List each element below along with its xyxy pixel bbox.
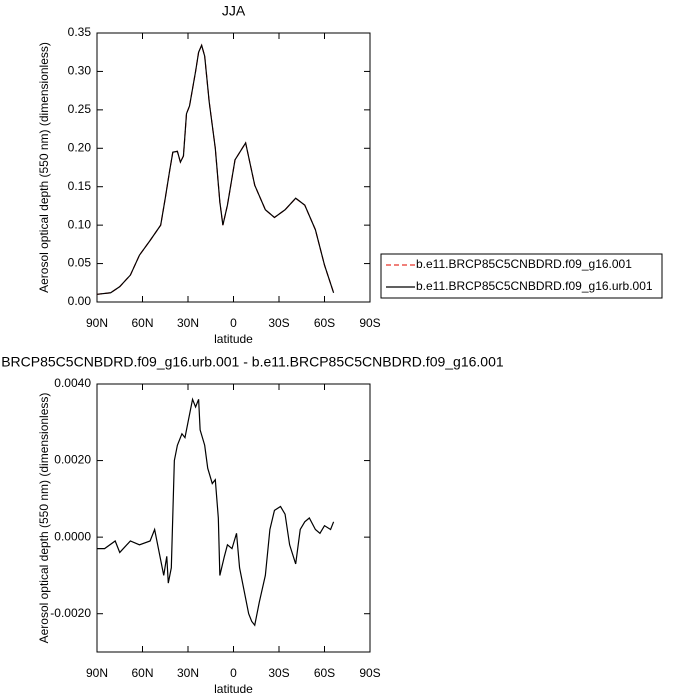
y-tick-label: 0.35 <box>68 25 92 39</box>
y-tick-label: 0.0040 <box>54 376 91 390</box>
x-tick-label: 60S <box>314 666 335 680</box>
x-tick-label: 0 <box>230 316 237 330</box>
data-line <box>96 43 335 295</box>
x-tick-label: 60N <box>131 316 153 330</box>
legend-box <box>380 253 663 299</box>
x-tick-label: 30N <box>177 666 199 680</box>
y-tick-label: 0.10 <box>68 217 92 231</box>
x-tick-label: 90N <box>86 316 108 330</box>
y-tick-label: 0.30 <box>68 64 92 78</box>
y-tick-label: 0.05 <box>68 256 92 270</box>
data-line <box>96 43 335 295</box>
y-tick-label: 0.0020 <box>54 453 91 467</box>
x-tick-label: 90S <box>359 666 380 680</box>
y-tick-label: 0.0000 <box>54 529 91 543</box>
y-axis-label: Aerosol optical depth (550 nm) (dimensio… <box>37 42 51 293</box>
y-tick-label: -0.0020 <box>50 606 91 620</box>
y-tick-label: 0.25 <box>68 102 92 116</box>
y-tick-label: 0.15 <box>68 179 92 193</box>
x-tick-label: 90N <box>86 666 108 680</box>
legend-label: b.e11.BRCP85C5CNBDRD.f09_g16.urb.001 <box>416 279 653 293</box>
x-tick-label: 0 <box>230 666 237 680</box>
x-tick-label: 60N <box>131 666 153 680</box>
plot-frame <box>96 383 371 653</box>
chart-title: b.e11.BRCP85C5CNBDRD.f09_g16.urb.001 - b… <box>0 354 504 370</box>
x-tick-label: 30S <box>268 316 289 330</box>
x-axis-label: latitude <box>214 682 253 696</box>
x-tick-label: 30N <box>177 316 199 330</box>
y-axis-label: Aerosol optical depth (550 nm) (dimensio… <box>37 393 51 644</box>
x-tick-label: 90S <box>359 316 380 330</box>
y-tick-label: 0.20 <box>68 140 92 154</box>
x-tick-label: 30S <box>268 666 289 680</box>
y-tick-label: 0.00 <box>68 294 92 308</box>
x-tick-label: 60S <box>314 316 335 330</box>
data-line <box>97 397 335 627</box>
legend-label: b.e11.BRCP85C5CNBDRD.f09_g16.001 <box>416 257 632 271</box>
chart-title: JJA <box>222 3 246 19</box>
x-axis-label: latitude <box>214 332 253 346</box>
